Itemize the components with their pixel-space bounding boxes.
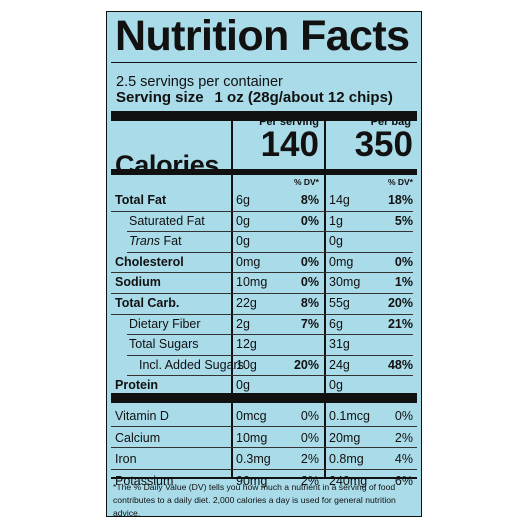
per-bag-header: Per bag [370, 116, 411, 128]
column-divider-1 [231, 121, 233, 477]
nutrient-name: Incl. Added Sugars [139, 357, 244, 372]
row-divider [127, 375, 413, 377]
nutrition-facts-panel: Nutrition Facts 2.5 servings per contain… [106, 11, 422, 518]
bag-amount: 0.8mg [329, 452, 364, 466]
bag-dv: 21% [387, 316, 413, 331]
bag-dv: 20% [387, 296, 413, 310]
bag-dv: 2% [394, 430, 413, 445]
bag-dv: 1% [394, 275, 413, 290]
title-divider [111, 62, 417, 63]
nutrient-name: Total Fat [115, 193, 167, 207]
bag-amount: 30mg [329, 275, 361, 290]
bag-amount: 0g [329, 378, 343, 393]
dv-header-bag: % DV* [387, 177, 413, 187]
serving-dv: 0% [300, 275, 319, 290]
serving-amount: 22g [236, 296, 257, 310]
row-divider [127, 354, 413, 356]
bag-dv: 4% [394, 452, 413, 466]
serving-dv: 0% [300, 213, 319, 228]
serving-dv: 0% [300, 254, 319, 269]
thick-divider-top [111, 111, 417, 121]
vitamin-name: Iron [115, 452, 137, 466]
nutrient-name: Trans Fat [129, 234, 182, 248]
calories-per-bag: 350 [354, 125, 413, 164]
serving-amount: 6g [236, 193, 250, 207]
serving-amount: 12g [236, 337, 257, 352]
serving-size-label: Serving size [116, 89, 204, 106]
bag-dv: 18% [387, 193, 413, 207]
row-divider [111, 293, 413, 294]
panel-title: Nutrition Facts [115, 12, 410, 60]
nutrient-name: Dietary Fiber [129, 316, 201, 331]
serving-amount: 0g [236, 378, 250, 393]
nutrient-name: Cholesterol [115, 254, 184, 269]
bag-amount: 0g [329, 234, 343, 249]
serving-dv: 8% [300, 193, 319, 207]
serving-amount: 0.3mg [236, 452, 271, 466]
row-divider [111, 447, 417, 448]
bag-amount: 6g [329, 316, 343, 331]
serving-size-value: 1 oz (28g/about 12 chips) [214, 89, 393, 106]
serving-dv: 7% [300, 316, 319, 331]
nutrient-name: Saturated Fat [129, 213, 205, 228]
bag-dv: 0% [394, 254, 413, 269]
bag-amount: 31g [329, 337, 350, 352]
nutrient-name-rest: Fat [160, 234, 182, 249]
row-divider [111, 272, 413, 274]
serving-amount: 10g [236, 357, 257, 372]
row-divider [111, 425, 417, 427]
serving-amount: 0g [236, 234, 250, 249]
serving-size-line: Serving size 1 oz (28g/about 12 chips) [116, 89, 414, 106]
serving-amount: 10mg [236, 275, 268, 290]
nutrient-name: Total Sugars [129, 337, 199, 352]
row-divider [127, 251, 413, 253]
bag-amount: 0mg [329, 254, 354, 269]
per-serving-header: Per serving [259, 116, 319, 128]
serving-amount: 0mg [236, 254, 261, 269]
serving-dv: 0% [300, 430, 319, 445]
calories-label: Calories [115, 150, 220, 180]
serving-amount: 0mcg [236, 409, 267, 423]
thick-divider-calories [111, 169, 417, 175]
serving-amount: 2g [236, 316, 250, 331]
serving-dv: 8% [300, 296, 319, 310]
bag-dv: 48% [387, 357, 413, 372]
column-divider-2 [324, 121, 326, 477]
row-divider [111, 210, 413, 212]
nutrient-name: Protein [115, 378, 159, 393]
nutrient-name: Sodium [115, 275, 161, 290]
serving-dv: 20% [293, 357, 319, 372]
bag-amount: 24g [329, 357, 350, 372]
dv-header-serving: % DV* [293, 177, 319, 187]
nutrient-name-italic: Trans [129, 234, 161, 249]
row-divider [111, 468, 417, 470]
serving-amount: 0g [236, 213, 250, 228]
footnote-divider [111, 477, 417, 479]
bag-amount: 20mg [329, 430, 361, 445]
serving-amount: 10mg [236, 430, 268, 445]
servings-per-container: 2.5 servings per container [116, 74, 283, 90]
bag-amount: 55g [329, 296, 350, 310]
calories-per-serving: 140 [260, 125, 319, 164]
serving-dv: 2% [300, 452, 319, 466]
bag-dv: 0% [394, 409, 413, 423]
vitamin-name: Calcium [115, 430, 161, 445]
bag-amount: 0.1mcg [329, 409, 370, 423]
bag-dv: 5% [394, 213, 413, 228]
serving-dv: 0% [300, 409, 319, 423]
thick-divider-vitamins [111, 393, 417, 403]
row-divider [111, 313, 413, 315]
bag-amount: 1g [329, 213, 343, 228]
bag-amount: 14g [329, 193, 350, 207]
row-divider [127, 231, 413, 233]
vitamin-name: Vitamin D [115, 409, 169, 423]
row-divider [127, 334, 413, 336]
footnote: *The % Daily Value (DV) tells you how mu… [113, 482, 396, 518]
nutrient-name: Total Carb. [115, 296, 180, 310]
